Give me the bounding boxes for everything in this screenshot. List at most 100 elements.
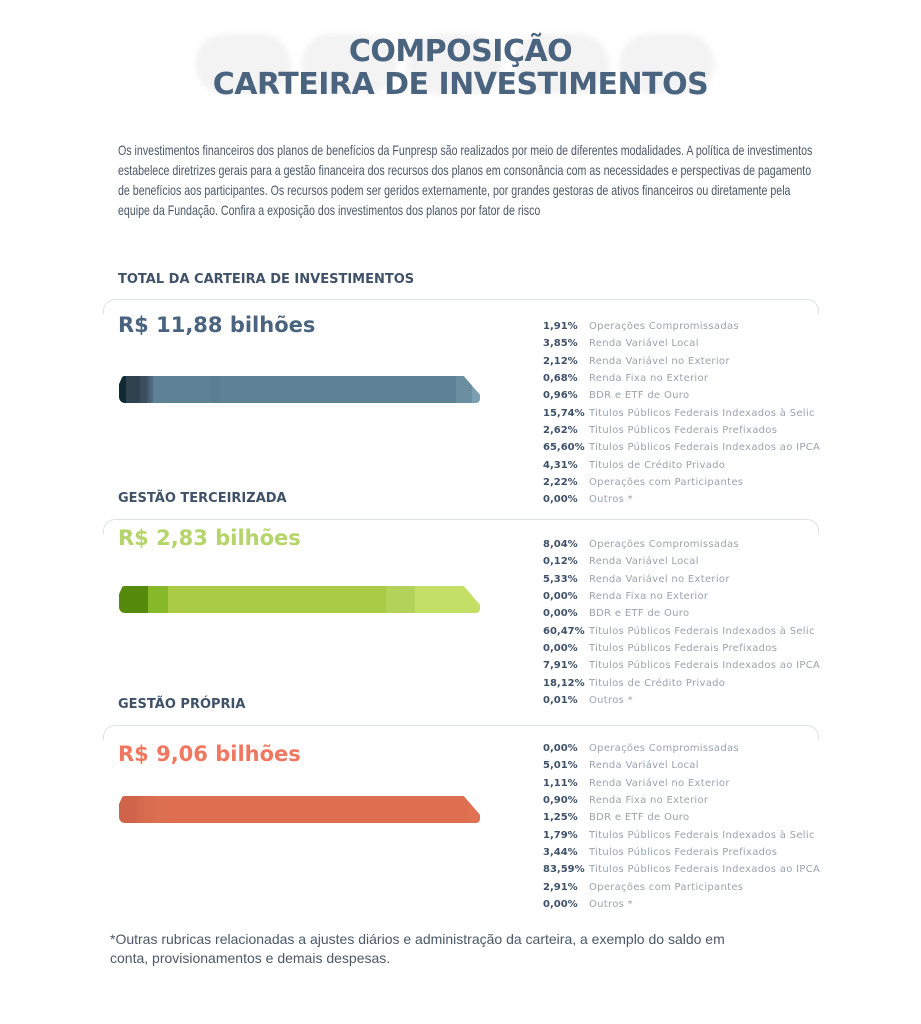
- item-label: Renda Fixa no Exterior: [589, 591, 709, 603]
- list-item: 2,22% Operações com Participantes: [543, 474, 820, 491]
- list-item: 4,31% Titulos de Crédito Privado: [543, 456, 820, 473]
- item-label: Titulos Públicos Federais Indexados à Se…: [589, 625, 815, 637]
- watermark: [195, 34, 715, 94]
- list-item: 1,11% Renda Variável no Exterior: [543, 775, 820, 792]
- list-item: 3,44% Titulos Públicos Federais Prefixado…: [543, 844, 820, 861]
- list-item: 0,68% Renda Fixa no Exterior: [543, 370, 820, 387]
- item-percent: 2,91%: [543, 881, 578, 893]
- list-item: 2,12% Renda Variável no Exterior: [543, 353, 820, 370]
- item-label: Operações Compromissadas: [589, 743, 739, 755]
- list-item: 5,33% Renda Variável no Exterior: [543, 571, 820, 588]
- item-percent: 0,90%: [543, 795, 578, 807]
- item-label: Operações com Participantes: [589, 881, 744, 893]
- item-label: Renda Variável no Exterior: [589, 573, 730, 585]
- section-heading: GESTÃO PRÓPRIA: [118, 697, 246, 712]
- list-item: 0,00% Outros *: [543, 491, 820, 508]
- list-item: 1,25% BDR e ETF de Ouro: [543, 809, 820, 826]
- item-label: Titulos Públicos Federais Prefixados: [589, 846, 778, 858]
- item-label: Titulos Públicos Federais Prefixados: [589, 642, 778, 654]
- item-percent: 0,68%: [543, 373, 578, 385]
- item-label: Titulos Públicos Federais Indexados à Se…: [589, 829, 815, 841]
- bar-segment: [153, 376, 211, 403]
- item-percent: 5,01%: [543, 760, 578, 772]
- item-percent: 0,00%: [543, 898, 578, 910]
- section-divider: [103, 299, 819, 314]
- item-percent: 0,00%: [543, 494, 578, 506]
- list-item: 0,00% Outros *: [543, 896, 820, 913]
- list-item: 2,62% Titulos Públicos Federais Prefixado…: [543, 422, 820, 439]
- item-percent: 65,60%: [543, 442, 585, 454]
- item-percent: 3,85%: [543, 338, 578, 350]
- list-item: 60,47% Titulos Públicos Federais Indexado…: [543, 622, 820, 639]
- list-item: 0,00% Operações Compromissadas: [543, 740, 820, 757]
- allocation-list: 8,04% Operações Compromissadas 0,12% Renda …: [543, 536, 820, 709]
- list-item: 0,00% BDR e ETF de Ouro: [543, 605, 820, 622]
- bar-segment: [148, 796, 156, 823]
- allocation-bar: [119, 586, 480, 613]
- list-item: 0,00% Renda Fixa no Exterior: [543, 588, 820, 605]
- list-item: 8,04% Operações Compromissadas: [543, 536, 820, 553]
- list-item: 1,79% Titulos Públicos Federais Indexados…: [543, 826, 820, 843]
- item-percent: 5,33%: [543, 573, 578, 585]
- item-label: Outros *: [589, 694, 633, 706]
- item-percent: 0,00%: [543, 608, 578, 620]
- list-item: 3,85% Renda Variável Local: [543, 335, 820, 352]
- section-heading: GESTÃO TERCEIRIZADA: [118, 491, 287, 506]
- item-label: Titulos de Crédito Privado: [589, 459, 726, 471]
- bar-segment: [137, 796, 142, 823]
- list-item: 5,01% Renda Variável Local: [543, 757, 820, 774]
- bar-segment: [144, 796, 149, 823]
- allocation-list: 0,00% Operações Compromissadas 5,01% Renda …: [543, 740, 820, 913]
- item-label: Titulos de Crédito Privado: [589, 677, 726, 689]
- item-percent: 1,91%: [543, 321, 578, 333]
- item-label: Renda Fixa no Exterior: [589, 373, 709, 385]
- item-percent: 3,44%: [543, 846, 578, 858]
- bar-segment: [385, 586, 415, 613]
- bar-segment: [119, 796, 138, 823]
- allocation-bar: [119, 376, 480, 403]
- bar-segment: [167, 586, 386, 613]
- item-percent: 83,59%: [543, 864, 585, 876]
- item-label: BDR e ETF de Ouro: [589, 390, 690, 402]
- section-amount: R$ 2,83 bilhões: [118, 526, 301, 550]
- item-percent: 15,74%: [543, 407, 585, 419]
- item-percent: 60,47%: [543, 625, 585, 637]
- intro-paragraph: Os investimentos financeiros dos planos …: [118, 142, 813, 218]
- item-percent: 7,91%: [543, 660, 578, 672]
- list-item: 0,96% BDR e ETF de Ouro: [543, 387, 820, 404]
- bar-segment: [119, 376, 126, 403]
- bar-segment: [139, 376, 148, 403]
- bar-segment: [119, 586, 149, 613]
- item-percent: 0,96%: [543, 390, 578, 402]
- item-label: Outros *: [589, 494, 633, 506]
- list-item: 1,91% Operações Compromissadas: [543, 318, 820, 335]
- item-label: Renda Variável no Exterior: [589, 355, 730, 367]
- item-label: Titulos Públicos Federais Indexados à Se…: [589, 407, 815, 419]
- item-percent: 0,00%: [543, 591, 578, 603]
- item-percent: 18,12%: [543, 677, 585, 689]
- item-percent: 2,62%: [543, 424, 578, 436]
- bar-segment: [219, 376, 457, 403]
- item-label: Titulos Públicos Federais Indexados ao I…: [589, 660, 821, 672]
- item-percent: 0,00%: [543, 743, 578, 755]
- list-item: 2,91% Operações com Participantes: [543, 878, 820, 895]
- item-label: Renda Variável no Exterior: [589, 777, 730, 789]
- allocation-list: 1,91% Operações Compromissadas 3,85% Renda …: [543, 318, 820, 508]
- item-label: BDR e ETF de Ouro: [589, 608, 690, 620]
- item-label: Titulos Públicos Federais Indexados ao I…: [589, 442, 821, 454]
- bar-segment: [149, 376, 154, 403]
- item-percent: 1,79%: [543, 829, 578, 841]
- list-item: 83,59% Titulos Públicos Federais Indexado…: [543, 861, 820, 878]
- item-label: BDR e ETF de Ouro: [589, 812, 690, 824]
- section-amount: R$ 11,88 bilhões: [118, 313, 316, 337]
- list-item: 0,01% Outros *: [543, 692, 820, 709]
- bar-segment: [471, 376, 480, 403]
- footnote: *Outras rubricas relacionadas a ajustes …: [110, 931, 725, 966]
- item-percent: 0,01%: [543, 694, 578, 706]
- list-item: 0,12% Renda Variável Local: [543, 553, 820, 570]
- item-percent: 4,31%: [543, 459, 578, 471]
- bar-segment: [167, 796, 470, 823]
- list-item: 7,91% Titulos Públicos Federais Indexados…: [543, 657, 820, 674]
- page-title-line1: COMPOSIÇÃO: [348, 34, 573, 69]
- item-label: Titulos Públicos Federais Prefixados: [589, 424, 778, 436]
